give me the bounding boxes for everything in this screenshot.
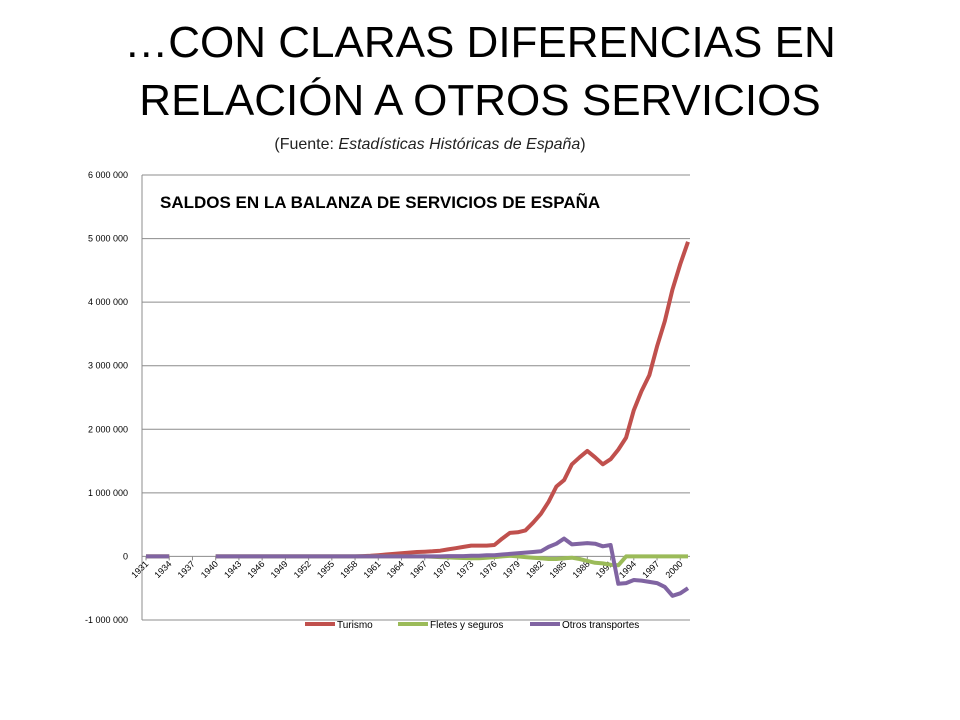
- source-note: (Fuente: Estadísticas Históricas de Espa…: [0, 136, 860, 154]
- x-tick-label: 1976: [478, 559, 499, 580]
- x-tick-label: 1979: [501, 559, 522, 580]
- x-tick-label: 1946: [245, 559, 266, 580]
- y-tick-label: 0: [123, 551, 128, 561]
- series-lines: [146, 241, 690, 598]
- slide-title: …CON CLARAS DIFERENCIAS EN RELACIÓN A OT…: [0, 14, 960, 130]
- y-tick-label: 3 000 000: [88, 361, 128, 371]
- legend-label: Fletes y seguros: [430, 620, 503, 631]
- x-tick-label: 1997: [640, 559, 661, 580]
- legend: Turismo Fletes y seguros Otros transportes: [305, 620, 639, 631]
- y-axis: -1 000 000 0 1 000 000 2 000 000 3 000 000 4 …: [85, 170, 143, 625]
- x-tick-label: 1955: [315, 559, 336, 580]
- y-tick-label: 5 000 000: [88, 234, 128, 244]
- x-tick-label: 1961: [361, 559, 382, 580]
- source-name: Estadísticas Históricas de España: [338, 136, 581, 153]
- chart-title: SALDOS EN LA BALANZA DE SERVICIOS DE ESP…: [160, 192, 600, 212]
- slide-title-line-2: RELACIÓN A OTROS SERVICIOS: [139, 76, 821, 125]
- x-axis: 1931 1934 1937 1940 1943 1946 1949 1952 1955 1958…: [129, 556, 685, 580]
- x-tick-label: 1964: [385, 559, 406, 580]
- x-tick-label: 1970: [431, 559, 452, 580]
- x-tick-label: 1973: [454, 559, 475, 580]
- y-tick-label: 6 000 000: [88, 170, 128, 180]
- source-suffix: ): [580, 136, 586, 153]
- series-line-turismo: [215, 241, 690, 559]
- x-tick-label: 1937: [176, 559, 197, 580]
- x-tick-label: 1958: [338, 559, 359, 580]
- slide-title-line-1: …CON CLARAS DIFERENCIAS EN: [124, 18, 836, 67]
- x-tick-label: 2000: [663, 559, 684, 580]
- x-tick-label: 1934: [152, 559, 173, 580]
- legend-label: Turismo: [337, 620, 373, 631]
- x-tick-label: 1967: [408, 559, 429, 580]
- y-tick-label: 4 000 000: [88, 297, 128, 307]
- x-tick-label: 1982: [524, 559, 545, 580]
- x-tick-label: 1931: [129, 559, 150, 580]
- y-tick-label: -1 000 000: [85, 615, 128, 625]
- x-tick-label: 1985: [547, 559, 568, 580]
- y-tick-label: 1 000 000: [88, 488, 128, 498]
- x-tick-label: 1943: [222, 559, 243, 580]
- series-line-otros-transportes: [215, 536, 690, 598]
- x-tick-label: 1952: [292, 559, 313, 580]
- y-tick-label: 2 000 000: [88, 424, 128, 434]
- legend-label: Otros transportes: [562, 620, 639, 631]
- x-tick-label: 1949: [269, 559, 290, 580]
- source-prefix: (Fuente:: [274, 136, 339, 153]
- x-tick-label: 1940: [199, 559, 220, 580]
